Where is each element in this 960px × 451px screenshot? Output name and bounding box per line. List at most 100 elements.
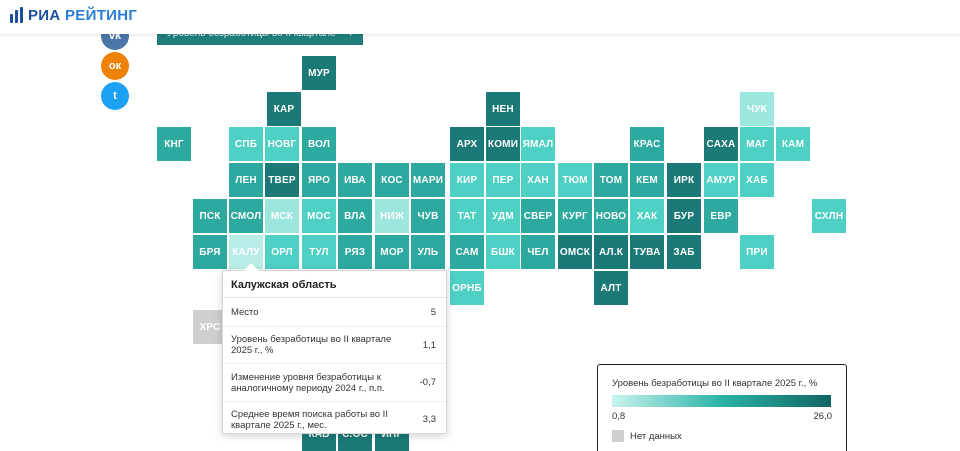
region-tile[interactable]: ХАН: [521, 163, 555, 197]
region-tile[interactable]: САМ: [450, 235, 484, 269]
region-tile[interactable]: САХА: [704, 127, 738, 161]
region-tile[interactable]: НИЖ: [375, 199, 409, 233]
tooltip-row-value: 1,1: [422, 339, 436, 351]
region-tile[interactable]: КРАС: [630, 127, 664, 161]
region-tile[interactable]: ВЛА: [338, 199, 372, 233]
region-tile[interactable]: ЧУВ: [411, 199, 445, 233]
region-tile[interactable]: МУР: [302, 56, 336, 90]
region-tile[interactable]: НЕН: [486, 92, 520, 126]
region-tile-label: ТВЕР: [268, 174, 296, 186]
region-tile[interactable]: ХАК: [630, 199, 664, 233]
tooltip-row-label: Среднее время поиска работы во II кварта…: [231, 408, 388, 431]
region-tile[interactable]: ЕВР: [704, 199, 738, 233]
region-tile-label: АМУР: [706, 174, 736, 186]
region-tile-label: МОС: [307, 210, 331, 222]
region-tile[interactable]: МСК: [265, 199, 299, 233]
region-tile[interactable]: ТУЛ: [302, 235, 336, 269]
region-tile-label: КАБ: [308, 429, 330, 440]
region-tile[interactable]: ВОЛ: [302, 127, 336, 161]
tooltip-row-label: Уровень безработицы во II квартале 2025 …: [231, 334, 392, 356]
region-tile-label: МСК: [270, 210, 294, 222]
region-tile[interactable]: БРЯ: [193, 235, 227, 269]
region-tile-label: ОРЛ: [271, 246, 293, 258]
region-tile[interactable]: ЛЕН: [229, 163, 263, 197]
region-tile-label: СВЕР: [523, 210, 553, 222]
region-tile[interactable]: ЗАБ: [667, 235, 701, 269]
twitter-share-button[interactable]: t: [101, 82, 129, 110]
region-tile[interactable]: БУР: [667, 199, 701, 233]
region-tile[interactable]: КЕМ: [630, 163, 664, 197]
region-tile[interactable]: КАМ: [776, 127, 810, 161]
region-tile[interactable]: МАРИ: [411, 163, 445, 197]
region-tile[interactable]: ОРЛ: [265, 235, 299, 269]
legend-max: 26,0: [813, 411, 833, 422]
region-tile-label: МАГ: [746, 138, 768, 150]
region-tile[interactable]: МАГ: [740, 127, 774, 161]
region-tile[interactable]: РЯЗ: [338, 235, 372, 269]
region-tile[interactable]: ТВЕР: [265, 163, 299, 197]
region-tile[interactable]: КУРГ: [558, 199, 592, 233]
region-tile-label: БУР: [673, 210, 695, 222]
region-tile[interactable]: ПРИ: [740, 235, 774, 269]
region-tile[interactable]: ТЮМ: [558, 163, 592, 197]
region-tile[interactable]: ЯРО: [302, 163, 336, 197]
region-tile[interactable]: СМОЛ: [229, 199, 263, 233]
region-tile-label: УДМ: [492, 210, 514, 222]
ria-rating-logo[interactable]: РИА РЕЙТИНГ: [10, 5, 137, 25]
region-tile[interactable]: КАР: [267, 92, 301, 126]
legend-title: Уровень безработицы во II квартале 2025 …: [612, 378, 818, 389]
region-tile[interactable]: ЧЕЛ: [521, 235, 555, 269]
region-tile-label: КОМИ: [487, 138, 519, 150]
legend-no-data-swatch: [612, 430, 624, 442]
region-tile[interactable]: КОМИ: [486, 127, 520, 161]
region-tile[interactable]: БШК: [486, 235, 520, 269]
region-tile[interactable]: АМУР: [704, 163, 738, 197]
region-tile[interactable]: ТУВА: [630, 235, 664, 269]
region-tile-label: ЛЕН: [235, 174, 257, 186]
region-tile-label: ХАК: [636, 210, 658, 222]
region-tile[interactable]: КОС: [375, 163, 409, 197]
tooltip-row: Изменение уровня безработицы к аналогичн…: [223, 364, 446, 402]
region-tile[interactable]: ТАТ: [450, 199, 484, 233]
region-tile-label: ЧУВ: [417, 210, 439, 222]
region-tile-label: АЛ.К: [598, 246, 624, 258]
region-tile[interactable]: ПСК: [193, 199, 227, 233]
region-tile[interactable]: СВЕР: [521, 199, 555, 233]
region-tile[interactable]: ОМСК: [558, 235, 592, 269]
region-tile[interactable]: ЯМАЛ: [521, 127, 555, 161]
region-tile-label: МАРИ: [412, 174, 444, 186]
logo-bars-icon: [10, 7, 23, 23]
logo-text-ria: РИА: [28, 6, 61, 24]
tooltip-row-value: -0,7: [419, 377, 436, 388]
region-tile[interactable]: ИРК: [667, 163, 701, 197]
region-tile-label: ТУЛ: [309, 246, 329, 258]
region-tile[interactable]: ИВА: [338, 163, 372, 197]
region-tile-label: УЛЬ: [417, 246, 439, 258]
region-tile[interactable]: НОВО: [594, 199, 628, 233]
region-tile-label: ИРК: [673, 174, 695, 186]
region-tile[interactable]: ХРС: [193, 310, 227, 344]
region-tile-label: КАР: [273, 103, 295, 115]
logo-text-rating: РЕЙТИНГ: [65, 6, 138, 24]
region-tile-label: САМ: [455, 246, 479, 258]
region-tile[interactable]: МОР: [375, 235, 409, 269]
region-tile[interactable]: СПБ: [229, 127, 263, 161]
region-tile[interactable]: ХАБ: [740, 163, 774, 197]
region-tile[interactable]: МОС: [302, 199, 336, 233]
region-tile[interactable]: АРХ: [450, 127, 484, 161]
region-tile[interactable]: УДМ: [486, 199, 520, 233]
region-tile[interactable]: ОРНБ: [450, 271, 484, 305]
region-tile-label: ВЛА: [344, 210, 366, 222]
region-tile[interactable]: КНГ: [157, 127, 191, 161]
region-tile[interactable]: ЧУК: [740, 92, 774, 126]
region-tile-label: ЧУК: [747, 103, 767, 115]
region-tile[interactable]: НОВГ: [265, 127, 299, 161]
region-tile[interactable]: ТОМ: [594, 163, 628, 197]
region-tile[interactable]: ПЕР: [486, 163, 520, 197]
region-tile[interactable]: КИР: [450, 163, 484, 197]
region-tile[interactable]: АЛТ: [594, 271, 628, 305]
region-tile[interactable]: УЛЬ: [411, 235, 445, 269]
ok-share-button[interactable]: ок: [101, 52, 129, 80]
region-tile[interactable]: СХЛН: [812, 199, 846, 233]
region-tile[interactable]: АЛ.К: [594, 235, 628, 269]
